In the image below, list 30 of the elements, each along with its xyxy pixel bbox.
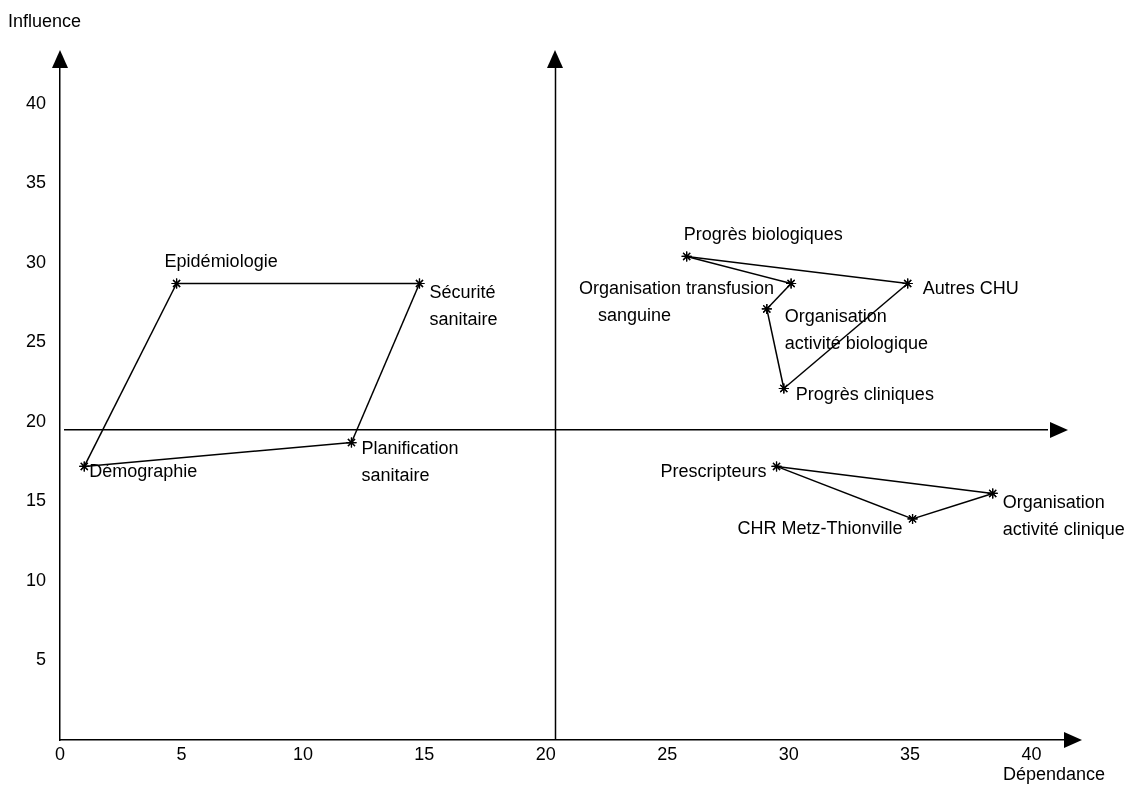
y-tick-label: 40 (25, 92, 46, 113)
x-tick-label: 40 (1021, 743, 1042, 764)
x-tick-label: 35 (900, 743, 921, 764)
y-tick-label: 35 (25, 172, 46, 193)
annotation: Organisation transfusion sanguine (579, 278, 775, 326)
annotation: Prescripteurs (660, 461, 767, 482)
annotation: Planification sanitaire (361, 437, 459, 485)
x-tick-label: 15 (414, 743, 435, 764)
annotation: Progrès biologiques (683, 224, 843, 245)
y-axis-title: Influence (8, 10, 82, 31)
annotation: Sécurité sanitaire (429, 282, 498, 330)
x-tick-label: 0 (54, 743, 66, 764)
x-tick-label: 10 (292, 743, 313, 764)
annotation: Progrès cliniques (795, 384, 934, 405)
annotation: Démographie (89, 461, 198, 482)
y-tick-label: 15 (25, 490, 46, 511)
y-tick-label: 5 (35, 649, 46, 670)
annotation: Autres CHU (922, 278, 1019, 299)
x-tick-label: 30 (778, 743, 799, 764)
annotation: Organisation activité clinique (1002, 492, 1125, 540)
x-tick-label: 5 (176, 743, 187, 764)
annotation: CHR Metz-Thionville (737, 517, 903, 538)
y-tick-label: 10 (25, 569, 46, 590)
y-tick-label: 20 (25, 410, 46, 431)
x-tick-label: 20 (535, 743, 556, 764)
x-axis-title: Dépendance (1002, 763, 1105, 784)
y-tick-label: 25 (25, 331, 46, 352)
annotation: Epidémiologie (164, 251, 278, 272)
x-tick-label: 25 (657, 743, 678, 764)
y-tick-label: 30 (25, 251, 46, 272)
